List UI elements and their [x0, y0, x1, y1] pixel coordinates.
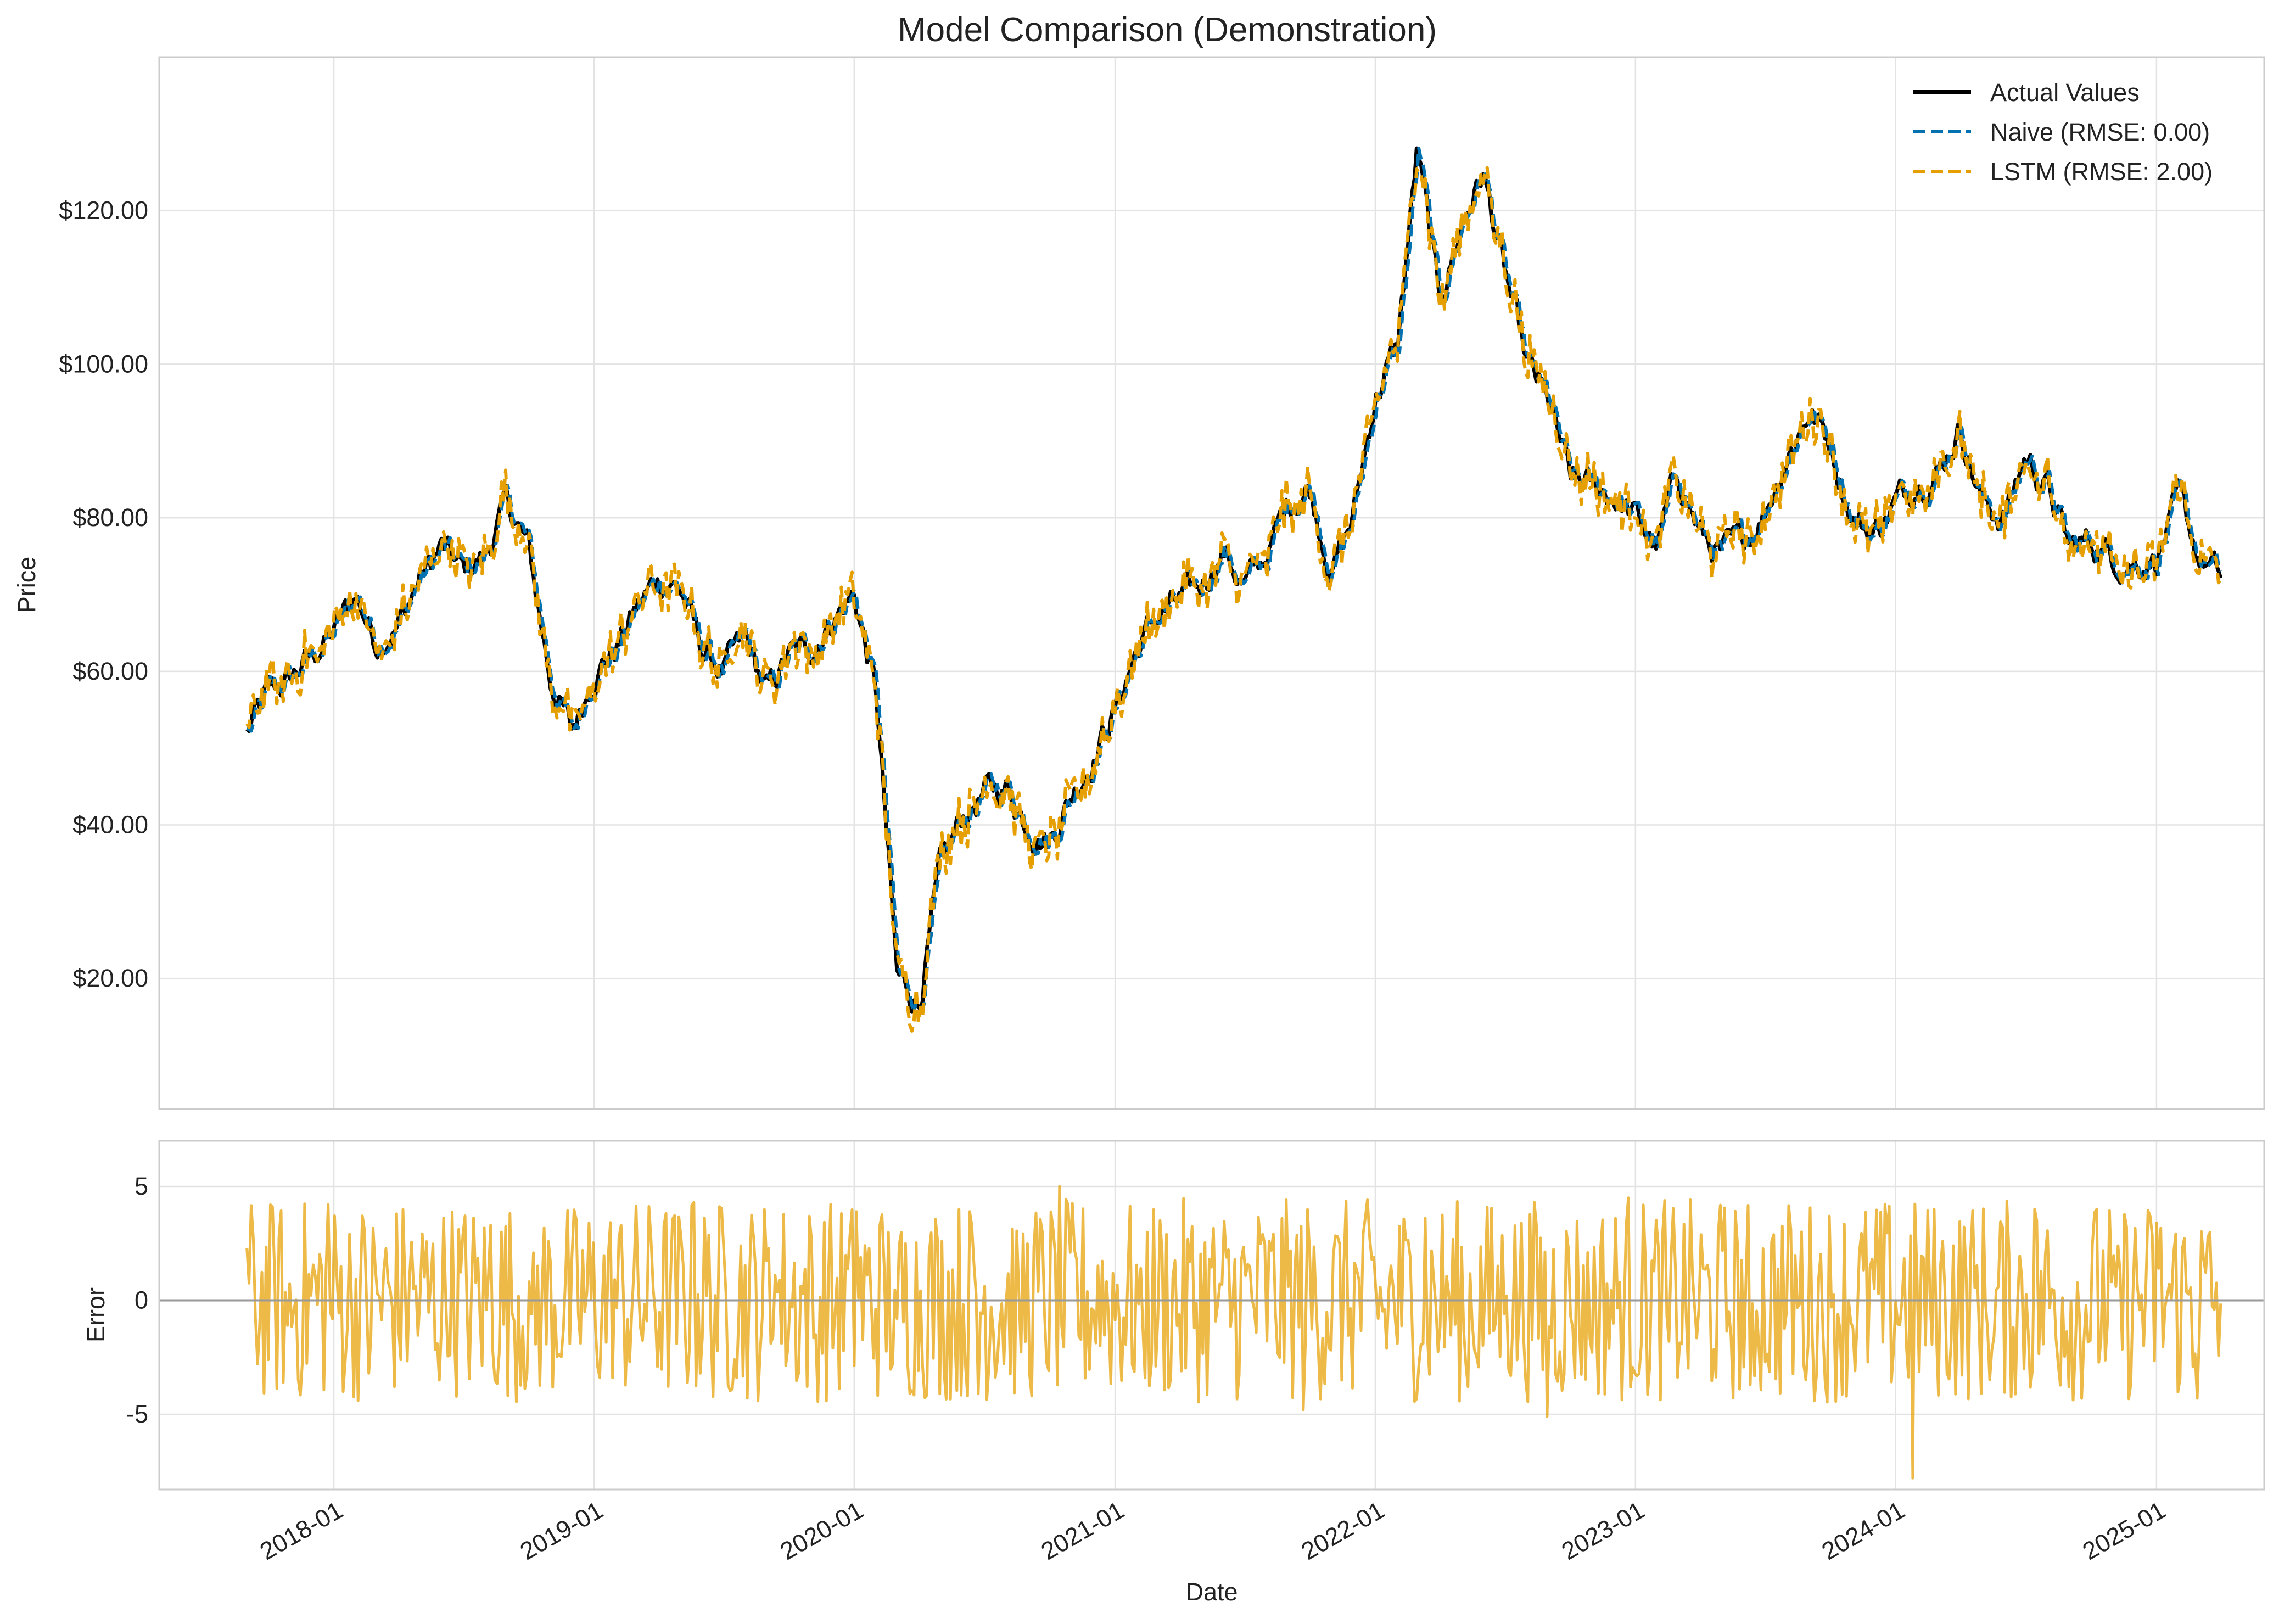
x-tick-label: 2025-01: [2078, 1496, 2170, 1565]
top-y-tick-label: $80.00: [72, 503, 148, 531]
chart-title: Model Comparison (Demonstration): [898, 11, 1437, 49]
x-tick-label: 2024-01: [1817, 1496, 1910, 1565]
bottom-panel-y-tick-labels: -5 0 5: [126, 1172, 148, 1428]
x-tick-label: 2021-01: [1037, 1496, 1129, 1565]
bottom-y-axis-label: Error: [82, 1287, 110, 1342]
top-y-axis-label: Price: [13, 557, 41, 613]
top-y-tick-label: $40.00: [72, 811, 148, 839]
bottom-panel-frame: [158, 1140, 2265, 1491]
top-panel-series: [245, 146, 2223, 1033]
series-lstm-line: [245, 166, 2222, 1033]
x-tick-label: 2022-01: [1296, 1496, 1389, 1565]
x-tick-label: 2019-01: [515, 1496, 608, 1565]
x-tick-labels: 2018-01 2019-01 2020-01 2021-01 2022-01 2023-…: [255, 1496, 2170, 1565]
bottom-y-tick-label: 5: [135, 1172, 148, 1200]
x-tick-label: 2018-01: [255, 1496, 348, 1565]
x-tick-label: 2020-01: [775, 1496, 868, 1565]
top-panel-frame: [158, 56, 2265, 1110]
legend-label-1: Naive (RMSE: 0.00): [1990, 118, 2210, 146]
top-y-tick-label: $120.00: [59, 197, 148, 225]
top-panel-y-tick-labels: $20.00 $40.00 $60.00 $80.00 $100.00 $120.00: [59, 197, 148, 993]
top-y-tick-label: $100.00: [59, 350, 148, 378]
top-y-tick-label: $60.00: [72, 657, 148, 685]
top-y-tick-label: $20.00: [72, 964, 148, 992]
legend-label-2: LSTM (RMSE: 2.00): [1990, 158, 2213, 186]
legend: Actual Values Naive (RMSE: 0.00) LSTM (RMS…: [1913, 79, 2213, 186]
x-axis-label: Date: [1185, 1578, 1238, 1606]
bottom-panel-series: [159, 1185, 2264, 1480]
bottom-y-tick-label: -5: [126, 1400, 148, 1428]
legend-label-0: Actual Values: [1990, 79, 2140, 107]
series-error-line: [245, 1185, 2222, 1480]
bottom-y-tick-label: 0: [135, 1286, 148, 1314]
x-tick-label: 2023-01: [1556, 1496, 1649, 1565]
bottom-panel-grid: [159, 1141, 2264, 1489]
